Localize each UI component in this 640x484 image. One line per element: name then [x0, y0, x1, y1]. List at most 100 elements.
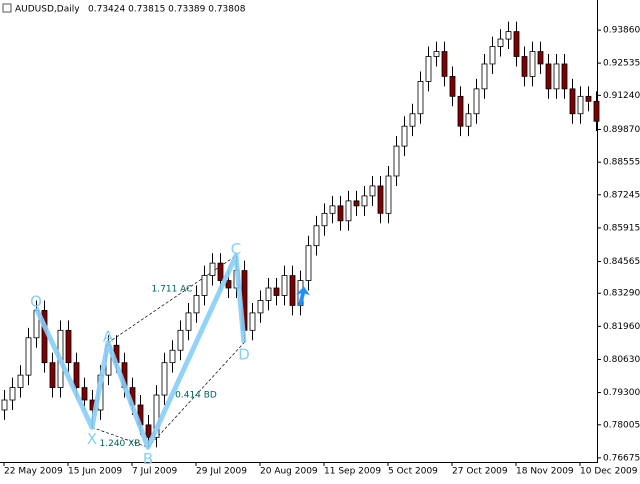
- candle-body: [257, 300, 264, 314]
- candle-body: [577, 95, 584, 115]
- candle-body: [561, 63, 568, 90]
- candle-body: [209, 262, 216, 276]
- candle-body: [529, 51, 536, 77]
- y-tick-label: 0.81960: [603, 322, 640, 332]
- ratio-label: 1.240 XB: [100, 439, 141, 449]
- pattern-label: X: [87, 430, 97, 448]
- x-tick-label: 29 Jul 2009: [196, 467, 247, 477]
- chart-subtitle: 0.73424 0.73815 0.73389 0.73808: [88, 5, 246, 15]
- candle-body: [337, 205, 344, 222]
- x-tick-label: 27 Oct 2009: [452, 467, 508, 477]
- pattern-dash: [147, 342, 245, 448]
- candle-body: [65, 329, 72, 364]
- candle-body: [153, 394, 160, 438]
- candle-body: [457, 95, 464, 127]
- candle-body: [313, 225, 320, 247]
- candle-body: [329, 205, 336, 214]
- candle-body: [393, 145, 400, 177]
- x-tick-label: 10 Dec 2009: [580, 467, 638, 477]
- candle-body: [289, 275, 296, 306]
- candle-body: [537, 51, 544, 65]
- candle-body: [161, 362, 168, 396]
- y-tick-label: 0.84565: [603, 257, 640, 267]
- chart-title: AUDUSD,Daily: [15, 5, 80, 15]
- y-tick-label: 0.83290: [603, 289, 640, 299]
- candle-body: [169, 349, 176, 364]
- x-tick-label: 7 Jul 2009: [132, 467, 177, 477]
- pattern-label: O: [30, 292, 42, 310]
- candle-body: [25, 337, 32, 376]
- candle-body: [1, 399, 8, 411]
- y-tick-label: 0.91240: [603, 91, 640, 101]
- y-tick-label: 0.93860: [603, 26, 640, 36]
- candle-body: [177, 329, 184, 351]
- candle-body: [593, 100, 600, 122]
- candle-body: [201, 275, 208, 296]
- candle-body: [441, 51, 448, 77]
- candle-body: [73, 362, 80, 388]
- pattern-label: C: [231, 240, 241, 258]
- candle-body: [225, 280, 232, 289]
- candle-body: [273, 287, 280, 296]
- x-tick-label: 15 Jun 2009: [68, 467, 122, 477]
- y-tick-label: 0.80630: [603, 355, 640, 365]
- candle-body: [489, 46, 496, 65]
- y-tick-label: 0.88555: [603, 158, 640, 168]
- candle-body: [505, 31, 512, 40]
- candle-body: [433, 51, 440, 57]
- candle-body: [185, 312, 192, 331]
- candle-body: [481, 63, 488, 90]
- y-tick-label: 0.85915: [603, 223, 640, 233]
- x-tick-label: 5 Oct 2009: [388, 467, 438, 477]
- candle-body: [265, 287, 272, 301]
- candle-body: [369, 185, 376, 197]
- x-tick-label: 18 Nov 2009: [516, 467, 574, 477]
- candle-body: [585, 95, 592, 102]
- pattern-line: [33, 253, 247, 450]
- x-tick-label: 20 Aug 2009: [260, 467, 318, 477]
- x-tick-label: 22 May 2009: [4, 467, 63, 477]
- x-tick-label: 11 Sep 2009: [324, 467, 381, 477]
- candle-body: [545, 63, 552, 90]
- candle-body: [249, 312, 256, 331]
- candle-body: [361, 195, 368, 207]
- candle-body: [81, 387, 88, 401]
- candle-body: [401, 125, 408, 147]
- candle-body: [145, 424, 152, 438]
- candle-body: [345, 200, 352, 222]
- y-tick-label: 0.79300: [603, 388, 640, 398]
- candle-body: [377, 185, 384, 214]
- y-tick-label: 0.78005: [603, 420, 640, 430]
- candle-body: [465, 113, 472, 127]
- candle-body: [521, 56, 528, 77]
- candle-body: [305, 245, 312, 281]
- y-tick-label: 0.89870: [603, 125, 640, 135]
- candle-body: [569, 88, 576, 115]
- y-tick-label: 0.76675: [603, 453, 640, 463]
- candle-body: [353, 200, 360, 207]
- candle-body: [449, 76, 456, 97]
- candle-body: [409, 113, 416, 127]
- candle-body: [49, 362, 56, 388]
- pattern-label: D: [238, 345, 250, 363]
- candle-body: [217, 262, 224, 281]
- pattern-label: A: [103, 327, 114, 345]
- candle-body: [497, 38, 504, 47]
- candle-body: [281, 275, 288, 296]
- pattern-dash: [107, 255, 237, 344]
- candle-body: [9, 387, 16, 401]
- signal-arrow: [296, 286, 310, 306]
- pattern-label: B: [143, 450, 153, 468]
- candle-body: [321, 212, 328, 227]
- symbol-icon: [2, 3, 12, 13]
- y-tick-label: 0.92535: [603, 59, 640, 69]
- candle-body: [513, 31, 520, 57]
- y-tick-label: 0.87245: [603, 190, 640, 200]
- candle-body: [473, 88, 480, 115]
- ratio-label: 0.414 BD: [175, 391, 217, 401]
- candle-body: [425, 56, 432, 82]
- candle-body: [193, 295, 200, 314]
- candle-body: [17, 374, 24, 388]
